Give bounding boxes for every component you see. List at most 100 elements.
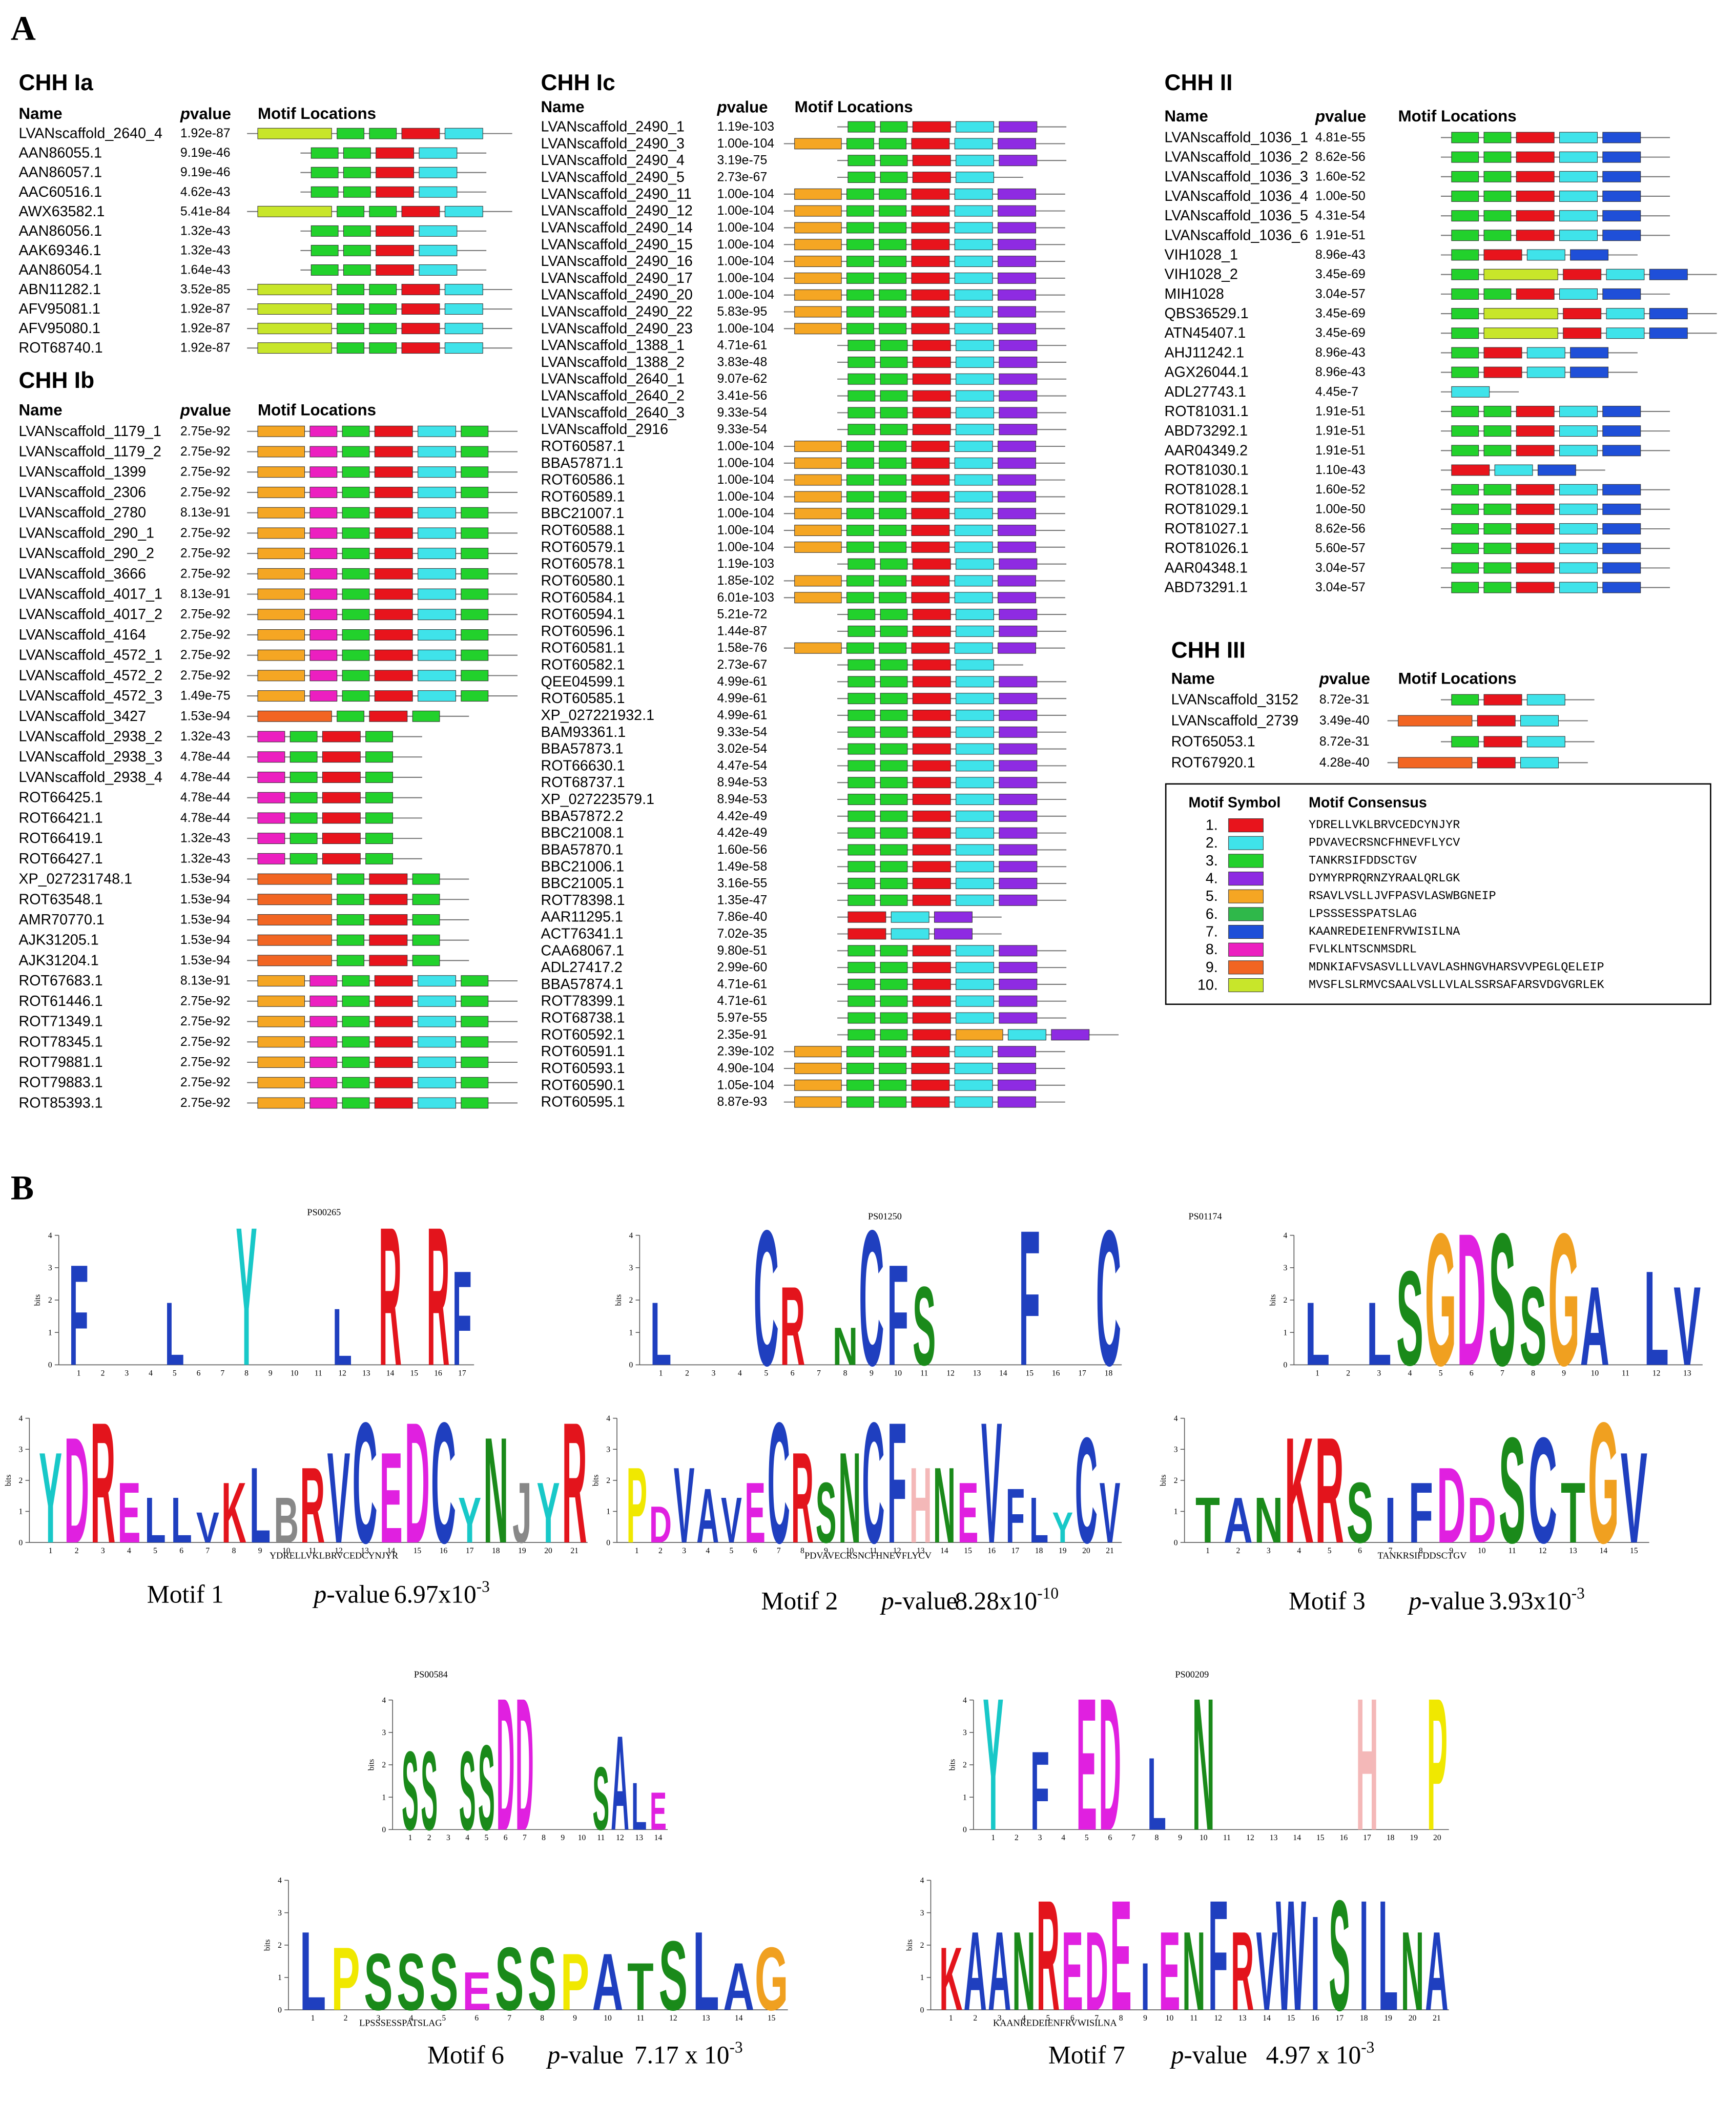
motif-block bbox=[1483, 503, 1512, 515]
logo-letter: G bbox=[1548, 1194, 1580, 1405]
motif-block bbox=[999, 978, 1038, 990]
p-value: 4.78e-44 bbox=[180, 791, 231, 805]
prosite-id: PS01250 bbox=[868, 1211, 902, 1221]
sequence-name: BBA57874.1 bbox=[541, 976, 624, 993]
motif-block bbox=[412, 934, 440, 946]
sequence-name: LVANscaffold_2490_1 bbox=[541, 119, 685, 135]
p-value: 2.75e-92 bbox=[180, 1015, 231, 1028]
motif-block bbox=[954, 575, 993, 587]
x-tick-label: 16 bbox=[1311, 2014, 1319, 2023]
motif-block bbox=[998, 205, 1036, 217]
motif-block bbox=[374, 568, 413, 580]
motif-block bbox=[418, 690, 457, 702]
prosite-id: PS00265 bbox=[307, 1207, 341, 1218]
sequence-name: LVANscaffold_2490_12 bbox=[541, 203, 693, 219]
x-tick-label: 20 bbox=[544, 1547, 552, 1555]
p-value: 3.04e-57 bbox=[1315, 287, 1366, 301]
sequence-name: ACT76341.1 bbox=[541, 925, 624, 942]
motif-block bbox=[444, 303, 483, 315]
motif-block bbox=[1559, 151, 1598, 163]
sequence-name: LVANscaffold_3152 bbox=[1171, 692, 1299, 708]
x-tick-label: 11 bbox=[870, 1547, 877, 1555]
motif-block bbox=[954, 1096, 993, 1108]
motif-block bbox=[1559, 132, 1598, 143]
p-value-caption: p-value bbox=[880, 1586, 957, 1615]
logo-letter: V bbox=[674, 1445, 695, 1565]
motif-block bbox=[848, 172, 876, 183]
x-tick-label: 4 bbox=[127, 1547, 131, 1555]
motif-block bbox=[879, 541, 907, 553]
logo-letter: S bbox=[1396, 1243, 1423, 1394]
motif-block bbox=[911, 188, 950, 200]
p-rest: -value bbox=[894, 1586, 958, 1615]
y-tick-label: 0 bbox=[963, 1826, 967, 1835]
p-value: 5.97e-55 bbox=[717, 1011, 768, 1025]
motif-block bbox=[911, 441, 950, 452]
motif-block bbox=[1483, 171, 1512, 182]
sequence-name: ADL27743.1 bbox=[1165, 384, 1246, 400]
motif-block bbox=[418, 975, 457, 987]
motif-block bbox=[998, 188, 1036, 200]
logo-letter: L bbox=[693, 1909, 719, 2034]
p-value: 4.81e-55 bbox=[1315, 131, 1366, 145]
logo-letter: L bbox=[250, 1446, 271, 1566]
logo-letter: E bbox=[380, 1426, 403, 1570]
motif-block bbox=[879, 491, 907, 503]
x-tick-label: 17 bbox=[1363, 1833, 1371, 1842]
legend-swatch bbox=[1228, 960, 1264, 975]
sequence-name: LVANscaffold_1036_5 bbox=[1165, 208, 1308, 224]
motif-block bbox=[337, 914, 364, 925]
sequence-name: ROT60588.1 bbox=[541, 522, 625, 539]
motif-block bbox=[374, 1057, 413, 1068]
motif-block bbox=[848, 945, 876, 957]
motif-block bbox=[912, 155, 951, 167]
motif-block bbox=[418, 446, 457, 458]
motif-block bbox=[846, 474, 874, 486]
logo-letter: V bbox=[327, 1426, 350, 1570]
motif-block bbox=[342, 1077, 370, 1088]
p-rest: value bbox=[727, 98, 768, 116]
logo-letter: C bbox=[1528, 1406, 1557, 1575]
sequence-name: LVANscaffold_1036_1 bbox=[1165, 129, 1308, 146]
motif-block bbox=[911, 1096, 950, 1108]
motif-block bbox=[1051, 1029, 1090, 1041]
x-tick-label: 9 bbox=[1562, 1369, 1566, 1377]
x-tick-label: 9 bbox=[258, 1547, 262, 1555]
logo-letter: S bbox=[1329, 1867, 1350, 2044]
motif-block bbox=[846, 272, 874, 284]
p-value: 2.75e-92 bbox=[180, 526, 231, 540]
x-tick-label: 9 bbox=[1143, 2014, 1147, 2023]
x-tick-label: 20 bbox=[1433, 1833, 1441, 1842]
motif-block bbox=[1606, 269, 1645, 280]
motif-block bbox=[1007, 1029, 1046, 1041]
motif-block bbox=[956, 726, 995, 738]
sequence-name: LVANscaffold_4572_1 bbox=[19, 647, 162, 664]
logo-letter: L bbox=[1147, 1736, 1166, 1851]
y-tick-label: 1 bbox=[963, 1793, 967, 1802]
sequence-name: ABN11282.1 bbox=[19, 281, 101, 298]
motif-block bbox=[322, 853, 361, 864]
sequence-name: LVANscaffold_2490_16 bbox=[541, 253, 693, 270]
y-tick-label: 2 bbox=[278, 1941, 282, 1950]
p-value: 9.33e-54 bbox=[717, 406, 768, 420]
p-rest: value bbox=[190, 401, 231, 419]
p-italic: p bbox=[312, 1580, 326, 1608]
x-tick-label: 11 bbox=[1622, 1369, 1629, 1377]
y-tick-label: 0 bbox=[1174, 1538, 1178, 1547]
motif-block bbox=[418, 1077, 457, 1088]
x-tick-label: 12 bbox=[1539, 1547, 1547, 1555]
sequence-name: ROT79883.1 bbox=[19, 1075, 103, 1091]
motif-block bbox=[848, 978, 876, 990]
motif-block bbox=[461, 548, 489, 560]
motif-block bbox=[794, 1046, 842, 1058]
sequence-name: ROT81031.1 bbox=[1165, 403, 1249, 420]
x-tick-label: 11 bbox=[1508, 1547, 1516, 1555]
motif-block bbox=[290, 812, 318, 824]
p-value: 4.42e-49 bbox=[717, 826, 768, 840]
logo-letter: E bbox=[958, 1464, 979, 1561]
motif-block bbox=[880, 676, 908, 688]
x-tick-label: 1 bbox=[49, 1547, 53, 1555]
prosite-id: PS01174 bbox=[1188, 1211, 1222, 1221]
logo-letter: A bbox=[723, 1949, 754, 2024]
motif-block bbox=[369, 934, 408, 946]
